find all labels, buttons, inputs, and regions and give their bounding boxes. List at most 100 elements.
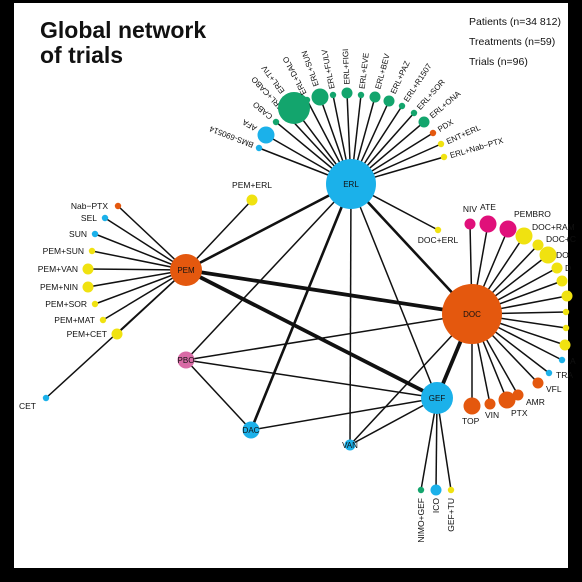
node-tra: TRA xyxy=(545,369,573,380)
node-nabptx: Nab−PTX xyxy=(71,201,122,211)
node-marker-dopa xyxy=(558,356,566,364)
node-marker-erldalo xyxy=(303,96,311,104)
node-geftu: GEF+TU xyxy=(446,486,456,532)
node-marker-tra xyxy=(545,369,553,377)
node-marker-pemvan xyxy=(82,263,94,275)
node-marker-erlsun xyxy=(311,88,329,106)
node-marker-top xyxy=(463,397,481,415)
stat-patients: Patients (n=34 812) xyxy=(469,16,561,28)
node-marker-bms690514 xyxy=(255,144,263,152)
edge-pem-pemnin xyxy=(87,269,187,288)
node-pemmat: PEM+MAT xyxy=(54,315,107,325)
node-pemsor: PEM+SOR xyxy=(45,299,99,309)
edge-pem-sel xyxy=(104,217,187,271)
node-pemsun: PEM+SUN xyxy=(43,246,96,256)
node-marker-erlbev xyxy=(369,91,381,103)
right-frame-edge xyxy=(568,296,582,582)
node-marker-doc xyxy=(442,284,502,344)
node-label-docram: DOC+RAM xyxy=(532,222,575,232)
node-label-gef: GEF xyxy=(429,394,446,403)
node-marker-erlnabptx xyxy=(440,153,448,161)
node-marker-enterl xyxy=(437,140,445,148)
node-marker-niv xyxy=(464,218,476,230)
node-label-pemsun: PEM+SUN xyxy=(43,246,84,256)
node-marker-van xyxy=(344,439,356,451)
node-marker-erlr1507 xyxy=(398,102,406,110)
node-dop3: DO xyxy=(539,246,569,264)
node-label-sel: SEL xyxy=(81,213,97,223)
node-marker-nabptx xyxy=(114,202,122,210)
node-marker-dop5 xyxy=(556,275,568,287)
node-erlfigi: ERL+FIGI xyxy=(341,49,353,99)
node-marker-erlpaz xyxy=(383,95,395,107)
node-marker-dop4 xyxy=(551,262,563,274)
node-dop7 xyxy=(562,308,570,316)
node-marker-pemcet xyxy=(111,328,123,340)
node-marker-ate xyxy=(479,215,497,233)
node-vfl: VFL xyxy=(532,377,562,394)
node-docram: DOC+RAM xyxy=(515,222,575,245)
edge-erl-pbo xyxy=(185,183,352,361)
node-marker-gef xyxy=(421,382,453,414)
node-sel: SEL xyxy=(81,213,109,223)
node-marker-pemsor xyxy=(91,300,99,308)
edge-erl-gef xyxy=(350,183,438,399)
node-marker-dop8 xyxy=(562,324,570,332)
node-docc: DOC+C xyxy=(532,234,576,251)
node-label-dopa: A xyxy=(570,356,576,366)
node-marker-vin xyxy=(484,398,496,410)
node-pemnin: PEM+NIN xyxy=(40,281,94,293)
edge-pem-pemmat xyxy=(102,269,187,321)
node-marker-afa xyxy=(257,126,275,144)
node-label-ico: ICO xyxy=(431,498,441,514)
edge-pem-sun xyxy=(94,233,187,271)
node-label-top: TOP xyxy=(462,416,480,426)
edge-doc-pbo xyxy=(185,313,473,361)
node-dopa: A xyxy=(558,356,576,366)
node-label-niv: NIV xyxy=(463,204,478,214)
stat-treatments: Treatments (n=59) xyxy=(469,36,555,48)
edge-gef-dac xyxy=(250,397,438,431)
edge-pem-doc xyxy=(185,268,473,316)
node-nimogef: NIMO+GEF xyxy=(416,486,426,543)
node-label-geftu: GEF+TU xyxy=(446,498,456,532)
node-label-cet: CET xyxy=(19,401,36,411)
node-pemerl: PEM+ERL xyxy=(232,180,272,206)
node-dop5 xyxy=(556,275,568,287)
edge-gef-van xyxy=(349,397,438,446)
node-marker-cet xyxy=(42,394,50,402)
node-vin: VIN xyxy=(484,398,499,420)
node-label-erl: ERL xyxy=(343,180,359,189)
node-marker-erltiv xyxy=(278,92,310,124)
node-label-docc: DOC+C xyxy=(546,234,576,244)
node-marker-erlsor xyxy=(410,109,418,117)
edge-erl-pem xyxy=(185,182,352,272)
node-ptx: PTX xyxy=(498,391,528,418)
node-van: VAN xyxy=(342,439,358,451)
node-label-sun: SUN xyxy=(69,229,87,239)
stat-trials: Trials (n=96) xyxy=(469,56,528,68)
node-marker-docc xyxy=(532,239,544,251)
node-marker-ptx xyxy=(498,391,516,409)
node-marker-erlona xyxy=(418,116,430,128)
node-label-pembro: PEMBRO xyxy=(514,209,551,219)
edge-gef-pbo xyxy=(185,359,438,399)
node-marker-dop7 xyxy=(562,308,570,316)
node-dac: DAC xyxy=(242,421,260,439)
node-marker-nimogef xyxy=(417,486,425,494)
edge-erl-van xyxy=(349,183,352,446)
node-marker-geftu xyxy=(447,486,455,494)
node-label-amr: AMR xyxy=(526,397,545,407)
node-marker-cabo xyxy=(272,118,280,126)
node-marker-sun xyxy=(91,230,99,238)
node-label-pemsor: PEM+SOR xyxy=(45,299,87,309)
node-marker-ico xyxy=(430,484,442,496)
node-marker-pdx xyxy=(429,129,437,137)
node-label-pemvan: PEM+VAN xyxy=(38,264,78,274)
node-pbo: PBO xyxy=(177,351,195,369)
node-pemvan: PEM+VAN xyxy=(38,263,94,275)
node-marker-dop6 xyxy=(561,290,573,302)
edge-pem-pemsor xyxy=(94,269,187,305)
node-pemcet: PEM+CET xyxy=(67,328,123,340)
